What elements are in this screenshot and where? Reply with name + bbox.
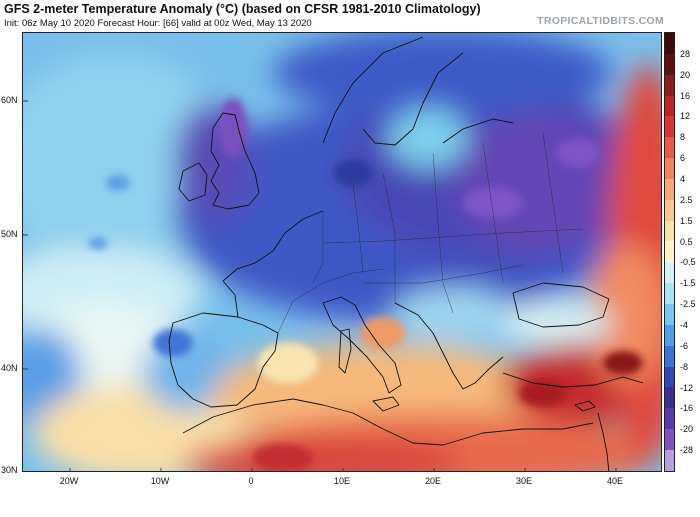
colorbar-tick-label: 2.5 <box>680 194 693 205</box>
colorbar-segment <box>665 345 674 367</box>
colorbar-tick-label: -16 <box>680 403 694 414</box>
lon-label-20w: 20W <box>59 476 79 486</box>
colorbar-tick-label: 16 <box>680 90 691 101</box>
colorbar-segment <box>665 95 674 117</box>
colorbar-segment <box>665 158 674 179</box>
colorbar-tick-label: -6 <box>680 340 689 351</box>
graticule-ticks <box>23 100 617 471</box>
colorbar-segment <box>665 262 674 284</box>
colorbar-segment <box>665 303 674 325</box>
lat-label-50n: 50N <box>1 229 18 239</box>
colorbar-segment <box>665 178 674 200</box>
anomaly-field-details <box>88 98 643 471</box>
colorbar-tick-label: -4 <box>680 320 689 330</box>
colorbar-segment <box>665 116 674 138</box>
colorbar-segment <box>665 449 674 471</box>
colorbar-tick-label: 20 <box>680 69 691 80</box>
country-borders <box>277 132 584 334</box>
coastlines <box>168 36 644 471</box>
colorbar-segment <box>665 137 674 159</box>
lon-label-40e: 40E <box>606 476 624 486</box>
colorbar-tick-label: 12 <box>680 111 691 122</box>
map-title: GFS 2-meter Temperature Anomaly (°C) (ba… <box>4 2 481 16</box>
lon-label-30e: 30E <box>515 476 533 486</box>
anomaly-field-regions <box>23 33 661 471</box>
colorbar-segment <box>665 408 674 430</box>
brand-logo-text: TROPICALTIDBITS.COM <box>537 15 664 27</box>
map-canvas <box>23 33 661 471</box>
colorbar-tick-label: 0.5 <box>680 236 693 247</box>
lat-label-60n: 60N <box>1 95 18 105</box>
colorbar-tick-label: 8 <box>680 132 686 143</box>
lon-label-0: 0 <box>248 476 254 486</box>
colorbar-segment <box>665 387 674 409</box>
colorbar-segment <box>665 199 674 221</box>
lat-label-40n: 40N <box>1 363 18 373</box>
lat-label-30n: 30N <box>1 465 18 475</box>
colorbar-tick-label: 4 <box>680 174 686 184</box>
colorbar <box>664 32 675 472</box>
colorbar-tick-label: 6 <box>680 153 686 164</box>
colorbar-tick-label: 28 <box>680 48 691 59</box>
colorbar-segment <box>665 53 674 75</box>
colorbar-tick-label: 1.5 <box>680 215 693 226</box>
colorbar-segment <box>665 74 674 96</box>
colorbar-tick-label: -12 <box>680 382 694 393</box>
lon-label-20e: 20E <box>424 476 442 486</box>
colorbar-segment <box>665 220 674 242</box>
colorbar-segment <box>665 324 674 346</box>
anomaly-map <box>22 32 662 472</box>
colorbar-tick-label: -28 <box>680 445 694 456</box>
colorbar-segment <box>665 241 674 263</box>
colorbar-tick-label: -2.5 <box>680 299 696 310</box>
colorbar-segment <box>665 429 674 450</box>
colorbar-tick-label: -0.5 <box>680 257 696 268</box>
lon-label-10w: 10W <box>150 476 170 486</box>
colorbar-segment <box>665 366 674 388</box>
colorbar-tick-label: -8 <box>680 361 689 372</box>
colorbar-segment <box>665 33 674 54</box>
colorbar-tick-label: -1.5 <box>680 278 696 289</box>
colorbar-segment <box>665 283 674 304</box>
map-subtitle: Init: 06z May 10 2020 Forecast Hour: [66… <box>4 18 312 29</box>
colorbar-tick-label: -20 <box>680 424 694 435</box>
lon-label-10e: 10E <box>333 476 351 486</box>
